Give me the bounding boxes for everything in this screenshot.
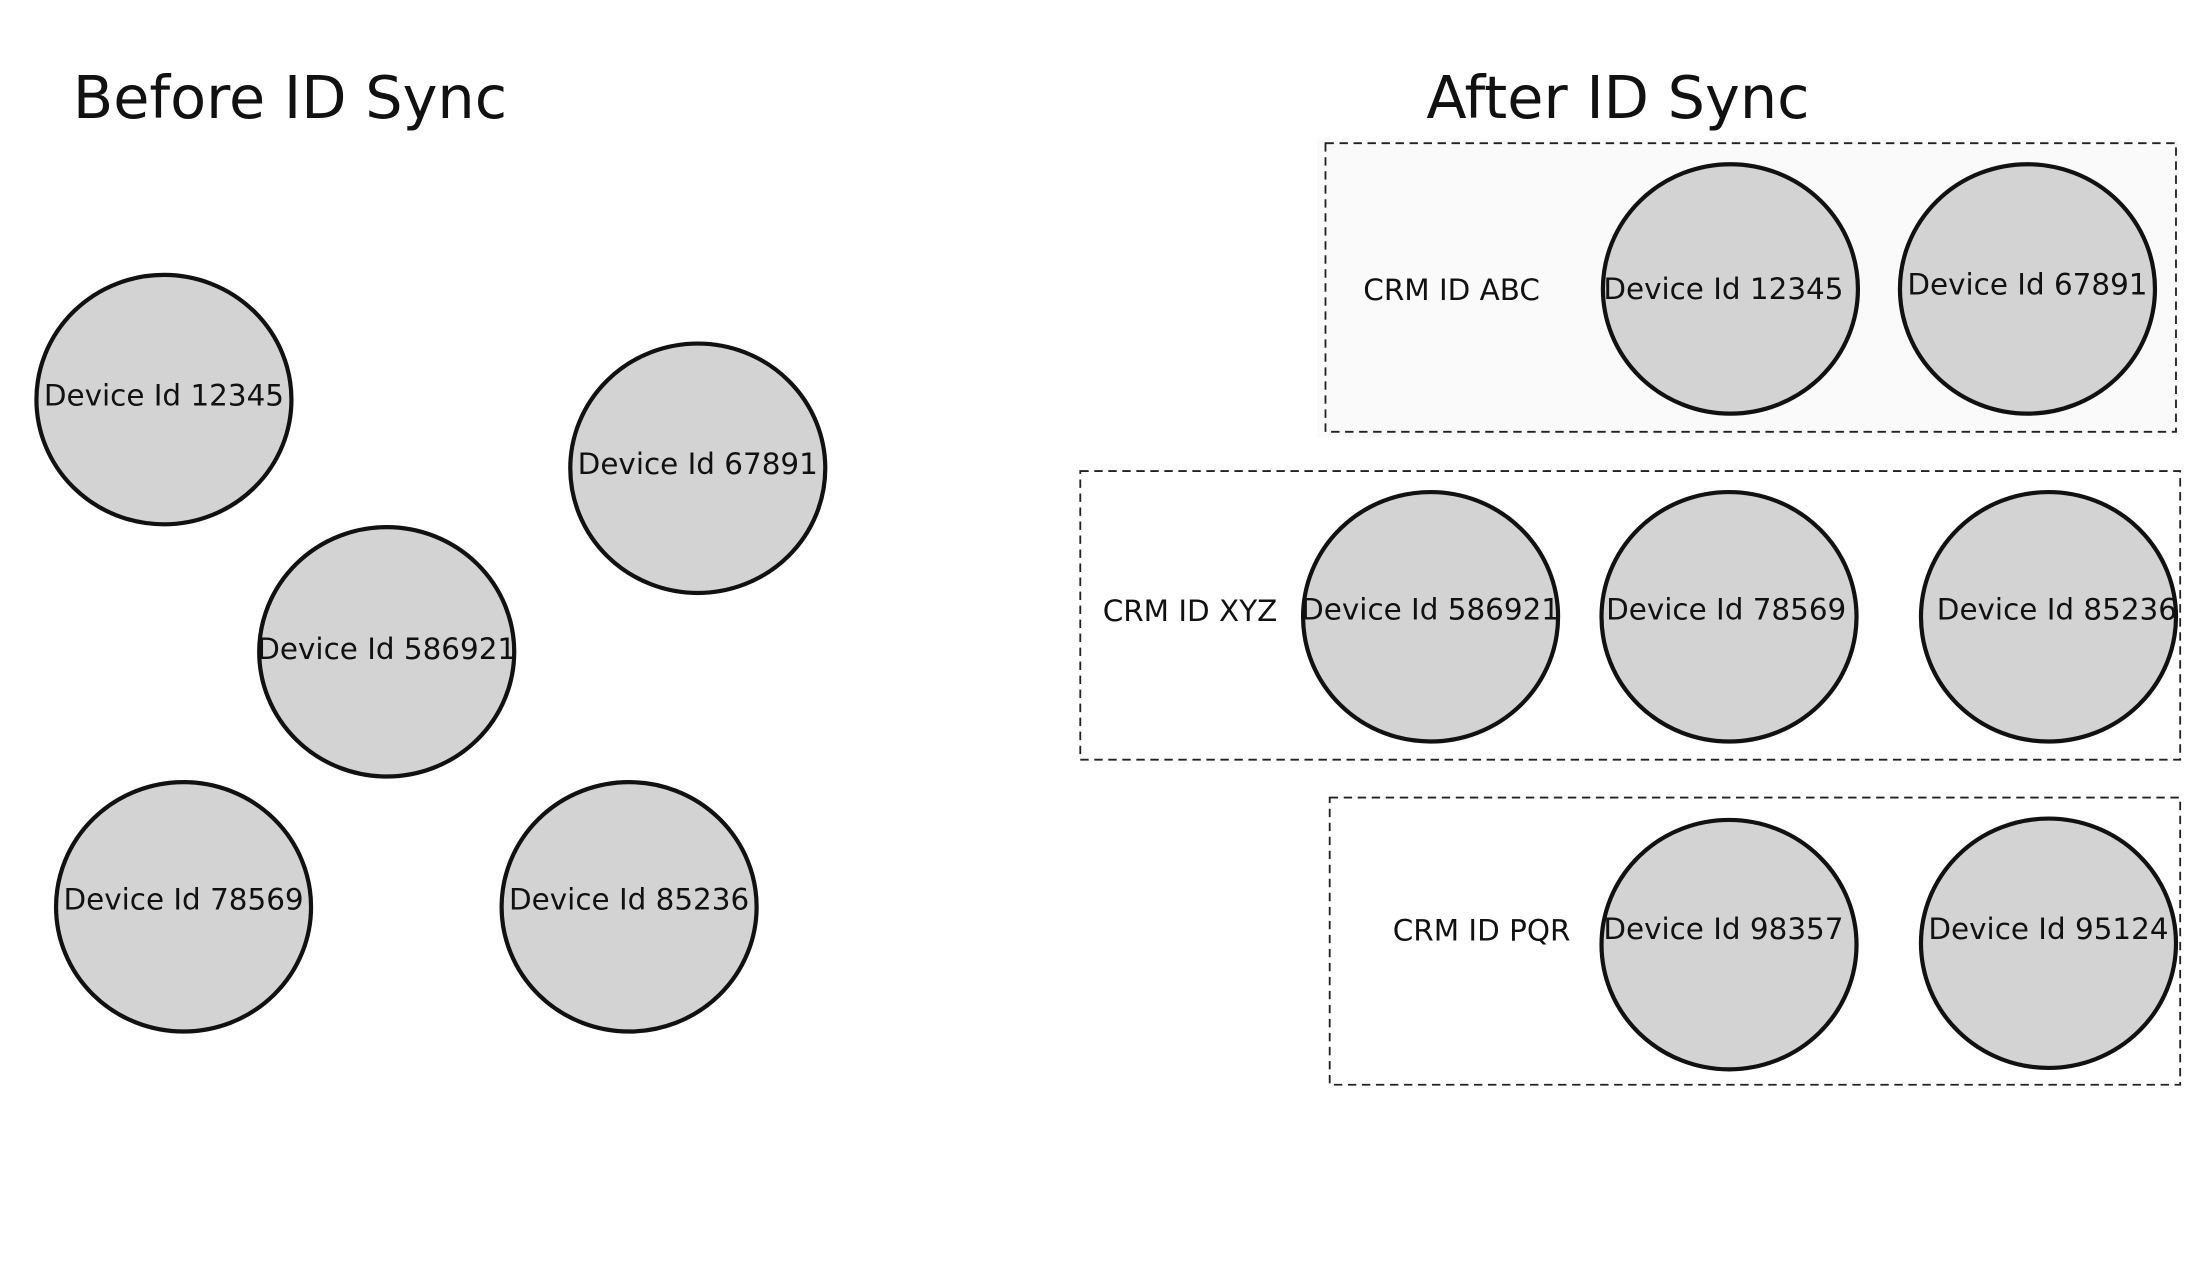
group-border (1324, 142, 2177, 433)
device-circle (568, 341, 828, 596)
device-label: Device Id 95124 (1928, 912, 2168, 946)
device-label: Device Id 85236 (1937, 593, 2177, 627)
device-label: Device Id 78569 (63, 883, 303, 917)
device-circle (499, 780, 759, 1034)
crm-group-abc: CRM ID ABC Device Id 12345 Device Id 678… (1317, 140, 2179, 438)
device-circle (1300, 489, 1561, 744)
device-label: Device Id 67891 (1907, 268, 2147, 302)
device-circle (257, 525, 517, 779)
device-label: Device Id 586921 (257, 632, 516, 666)
device-circle (1599, 817, 1859, 1072)
before-title: Before ID Sync (73, 63, 507, 132)
group-border (1328, 796, 2182, 1086)
after-title: After ID Sync (1426, 63, 1809, 132)
device-circle (53, 780, 314, 1034)
device-label: Device Id 12345 (1603, 272, 1843, 306)
device-circle (1897, 162, 2158, 416)
crm-label: CRM ID ABC (1363, 273, 1540, 307)
device-label: Device Id 85236 (509, 883, 749, 917)
device-label: Device Id 586921 (1301, 593, 1560, 627)
device-circle (1918, 816, 2179, 1071)
device-circle (1918, 489, 2179, 744)
device-label: Device Id 67891 (578, 447, 818, 481)
crm-label: CRM ID XYZ (1103, 594, 1278, 628)
crm-group-xyz: CRM ID XYZ Device Id 586921 Device Id 78… (1079, 470, 2182, 761)
crm-label: CRM ID PQR (1393, 913, 1571, 947)
device-label: Device Id 78569 (1606, 593, 1846, 627)
device-circle (1600, 162, 1861, 416)
before-device-node: Device Id 12345 (34, 272, 294, 527)
device-label: Device Id 12345 (44, 378, 284, 412)
before-device-node: Device Id 85236 (499, 780, 759, 1034)
device-label: Device Id 98357 (1603, 912, 1843, 946)
before-device-node: Device Id 78569 (53, 780, 314, 1034)
device-circle (1599, 489, 1859, 744)
before-device-node: Device Id 67891 (568, 341, 828, 596)
group-border (1079, 470, 2182, 761)
device-circle (34, 272, 294, 527)
before-device-node: Device Id 586921 (257, 525, 517, 779)
crm-group-pqr: CRM ID PQR Device Id 98357 Device Id 951… (1328, 796, 2182, 1086)
